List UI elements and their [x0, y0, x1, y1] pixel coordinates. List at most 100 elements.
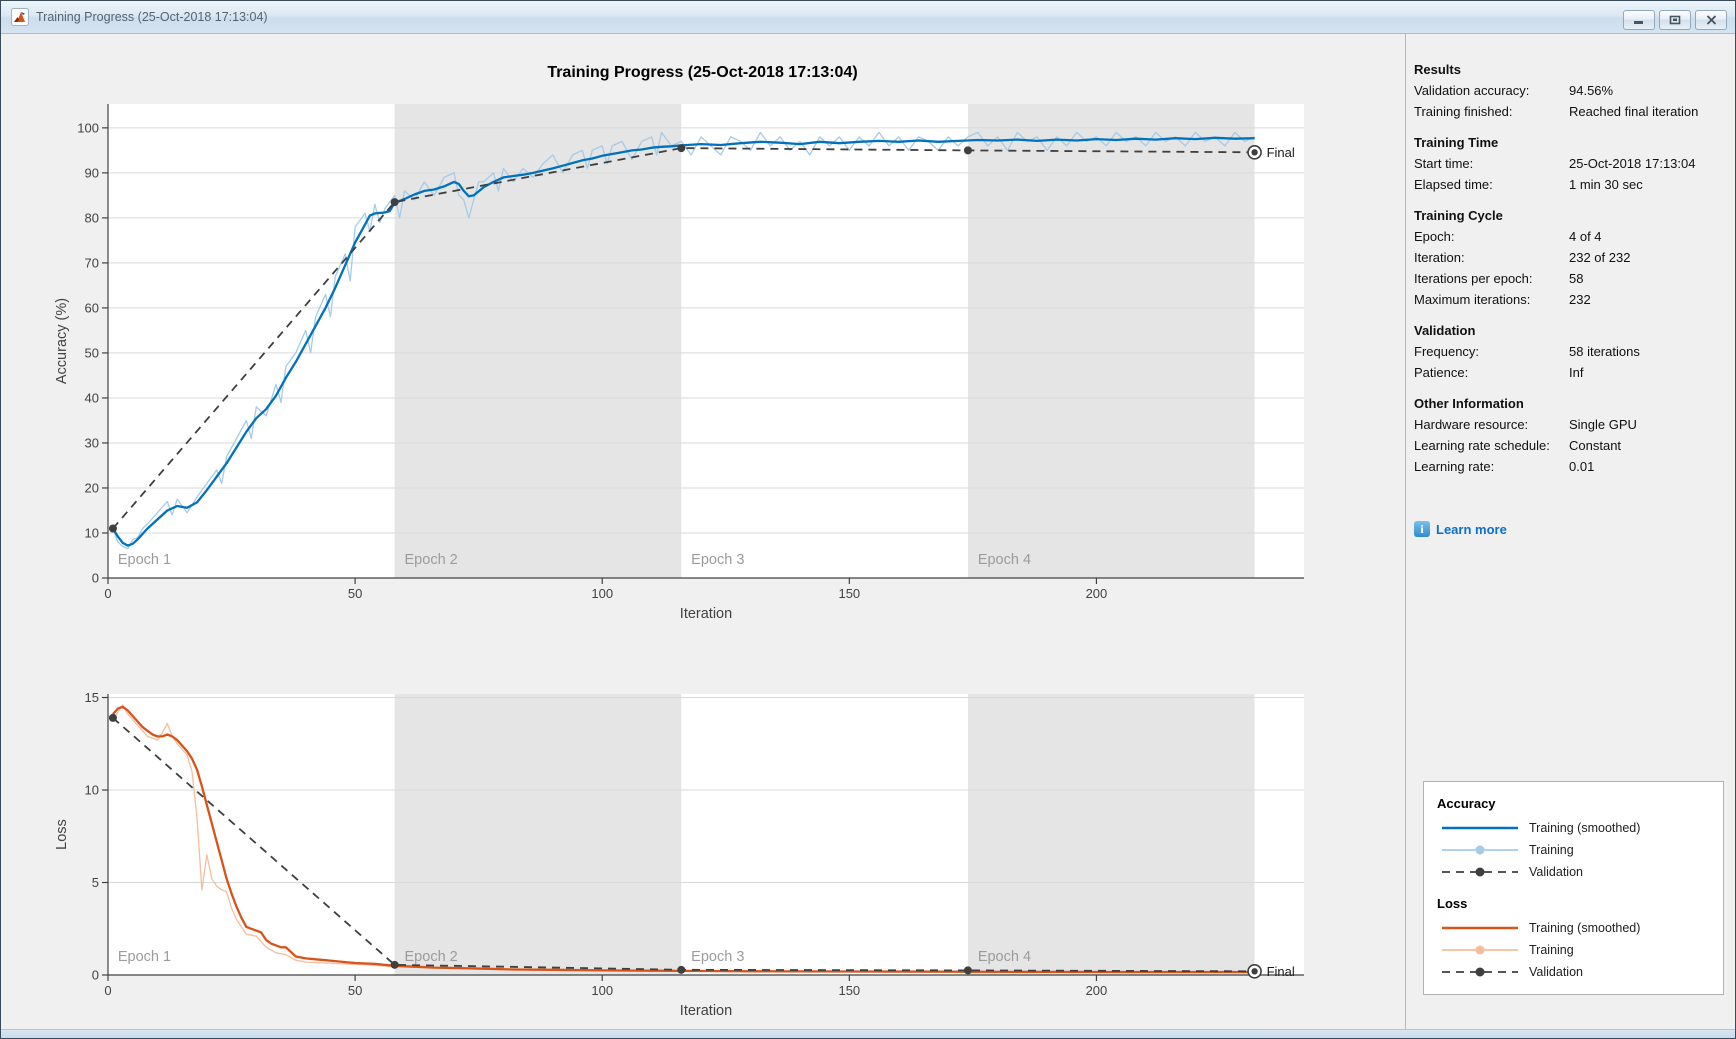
info-label: Elapsed time:: [1414, 177, 1493, 192]
y-tick-label: 10: [85, 525, 99, 540]
x-axis-label: Iteration: [680, 606, 732, 622]
accuracy-training-smoothed-line: [111, 136, 1255, 547]
info-label: Hardware resource:: [1414, 417, 1529, 432]
info-panel: Results Validation accuracy: 94.56% Trainin…: [1405, 34, 1735, 1031]
window-title: Training Progress (25-Oct-2018 17:13:04): [36, 10, 268, 24]
legend-entry-label: Validation: [1529, 965, 1583, 979]
x-tick-label: 50: [348, 983, 362, 998]
y-tick-label: 50: [85, 345, 99, 360]
info-sections: Results Validation accuracy: 94.56% Trainin…: [1406, 34, 1735, 477]
minimize-button[interactable]: [1623, 10, 1655, 30]
accuracy-validation-line: [112, 147, 1255, 530]
info-icon: i: [1414, 521, 1430, 537]
info-row: Maximum iterations: 232: [1414, 289, 1725, 310]
legend-sample-dot: [1442, 945, 1518, 955]
final-label: Final: [1267, 145, 1295, 160]
x-tick-label: 200: [1086, 983, 1108, 998]
info-section-title: Other Information: [1414, 396, 1524, 411]
info-value: Inf: [1569, 365, 1584, 380]
info-value: 25-Oct-2018 17:13:04: [1569, 156, 1696, 171]
close-icon: [1706, 15, 1716, 25]
epoch-shade-band: [967, 694, 1255, 975]
x-tick-label: 0: [104, 586, 111, 601]
legend-entry-label: Training: [1529, 843, 1574, 857]
info-value: Reached final iteration: [1569, 104, 1699, 119]
y-tick-label: 0: [92, 968, 99, 983]
validation-marker: [108, 524, 117, 533]
final-marker-dot: [1251, 149, 1258, 156]
legend-entry-label: Validation: [1529, 865, 1583, 879]
info-label: Iterations per epoch:: [1414, 271, 1533, 286]
validation-marker: [677, 144, 686, 153]
matlab-app-icon: [11, 8, 29, 26]
x-tick-label: 50: [348, 586, 362, 601]
info-row: Hardware resource: Single GPU: [1414, 414, 1725, 435]
y-tick-label: 5: [92, 875, 99, 890]
info-row: Iterations per epoch: 58: [1414, 268, 1725, 289]
legend-entry-label: Training: [1529, 943, 1574, 957]
close-button[interactable]: [1695, 10, 1727, 30]
restore-button[interactable]: [1659, 10, 1691, 30]
window-titlebar: Training Progress (25-Oct-2018 17:13:04): [1, 1, 1735, 34]
epoch-shade-band: [394, 104, 682, 578]
info-row: Validation accuracy: 94.56%: [1414, 80, 1725, 101]
y-tick-label: 80: [85, 210, 99, 225]
final-label: Final: [1267, 964, 1295, 979]
info-row: Learning rate schedule: Constant: [1414, 435, 1725, 456]
info-value: 58 iterations: [1569, 344, 1640, 359]
y-axis-label: Accuracy (%): [54, 298, 70, 384]
info-value: 232: [1569, 292, 1591, 307]
legend-sample-dash: [1442, 967, 1518, 977]
epoch-label: Epoch 3: [691, 949, 744, 965]
validation-marker: [963, 146, 972, 155]
info-section-title: Training Time: [1414, 135, 1499, 150]
info-label: Start time:: [1414, 156, 1474, 171]
x-tick-label: 200: [1086, 586, 1108, 601]
legend-entry: Validation: [1437, 961, 1723, 983]
validation-marker: [390, 960, 399, 969]
y-tick-label: 0: [92, 571, 99, 586]
epoch-shade-band: [967, 104, 1255, 578]
info-label: Epoch:: [1414, 229, 1455, 244]
validation-marker: [677, 965, 686, 974]
info-label: Frequency:: [1414, 344, 1480, 359]
chart-legend: Accuracy Training (smoothed) Training Valid…: [1423, 781, 1724, 995]
info-section-title: Results: [1414, 62, 1461, 77]
epoch-label: Epoch 1: [118, 949, 171, 965]
info-row: Iteration: 232 of 232: [1414, 247, 1725, 268]
info-row: Learning rate: 0.01: [1414, 456, 1725, 477]
info-label: Patience:: [1414, 365, 1469, 380]
y-tick-label: 60: [85, 300, 99, 315]
epoch-label: Epoch 3: [691, 552, 744, 568]
y-tick-label: 70: [85, 255, 99, 270]
epoch-label: Epoch 2: [405, 552, 458, 568]
info-section-title: Validation: [1414, 323, 1476, 338]
info-row: Patience: Inf: [1414, 362, 1725, 383]
y-tick-label: 20: [85, 480, 99, 495]
info-value: 232 of 232: [1569, 250, 1631, 265]
accuracy-chart: 0 10 20 30 40 50 60 70 80 90 100 0 50 100 150 200 Iterat…: [54, 104, 1304, 622]
info-label: Learning rate:: [1414, 459, 1495, 474]
x-tick-label: 150: [838, 586, 860, 601]
epoch-label: Epoch 2: [405, 949, 458, 965]
info-label: Iteration:: [1414, 250, 1465, 265]
info-label: Training finished:: [1414, 104, 1513, 119]
info-label: Maximum iterations:: [1414, 292, 1531, 307]
window-bottom-frame: [1, 1029, 1735, 1038]
legend-entry-label: Training (smoothed): [1529, 921, 1641, 935]
legend-sample-solid: [1442, 826, 1518, 830]
restore-icon: [1669, 15, 1681, 25]
legend-sample-solid: [1442, 926, 1518, 930]
info-value: 94.56%: [1569, 83, 1614, 98]
x-tick-label: 100: [591, 983, 613, 998]
y-tick-label: 40: [85, 390, 99, 405]
x-tick-label: 0: [104, 983, 111, 998]
learn-more-link[interactable]: i Learn more: [1414, 521, 1507, 537]
legend-entry: Training: [1437, 839, 1723, 861]
y-tick-label: 15: [85, 690, 99, 705]
epoch-label: Epoch 4: [978, 949, 1031, 965]
info-value: 0.01: [1569, 459, 1595, 474]
